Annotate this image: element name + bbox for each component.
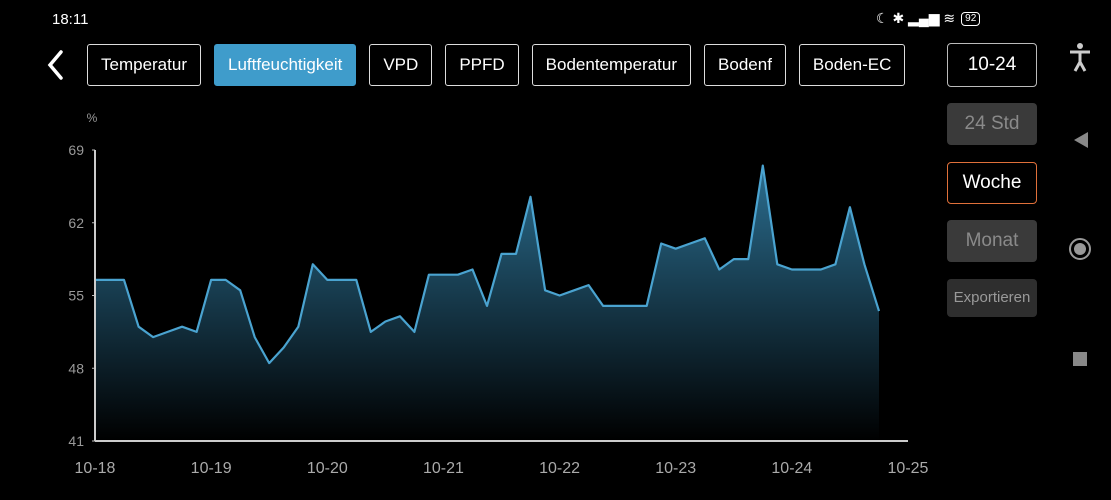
tab[interactable]: Luftfeuchtigkeit xyxy=(213,44,357,86)
chart: % 41 48 55 62 69 10-18 10-19 10-20 10-21 10-22 10-… xyxy=(68,111,929,477)
range-button[interactable]: Woche xyxy=(947,162,1037,204)
y-tick-label: 62 xyxy=(68,215,84,231)
tab[interactable]: PPFD xyxy=(445,44,519,86)
back-button[interactable] xyxy=(44,48,68,82)
status-symbols: ☾ ✱ ▂▄▆ ≋ xyxy=(876,10,956,26)
tab[interactable]: Bodentemperatur xyxy=(531,44,692,86)
x-tick-label: 10-21 xyxy=(423,460,464,477)
y-axis-label: % xyxy=(87,111,98,125)
x-tick-label: 10-19 xyxy=(191,460,232,477)
tab[interactable]: Temperatur xyxy=(87,44,201,86)
y-tick-label: 48 xyxy=(68,360,84,376)
x-tick-label: 10-18 xyxy=(75,460,116,477)
line xyxy=(95,164,881,365)
x-tick-label: 10-23 xyxy=(655,460,696,477)
date-button[interactable]: 10-24 xyxy=(947,43,1037,87)
y-tick-label: 41 xyxy=(68,433,84,449)
status-time: 18:11 xyxy=(52,11,89,28)
x-tick-label: 10-22 xyxy=(539,460,580,477)
battery: 92 xyxy=(961,11,981,26)
x-tick-label: 10-20 xyxy=(307,460,348,477)
status-icons: ☾ ✱ ▂▄▆ ≋ 92 xyxy=(876,10,981,27)
x-tick-label: 10-24 xyxy=(771,460,812,477)
range-button[interactable]: 24 Std xyxy=(947,103,1037,145)
nav-bar xyxy=(1069,43,1091,366)
tab[interactable]: Boden-EC xyxy=(798,44,906,86)
export-button[interactable]: Exportieren xyxy=(947,279,1037,317)
y-tick-label: 55 xyxy=(68,288,84,304)
tab-bar: Temperatur Luftfeuchtigkeit VPD PPFD Bodente… xyxy=(87,44,935,86)
range-button[interactable]: Monat xyxy=(947,220,1037,262)
area xyxy=(95,165,879,441)
y-tick-label: 69 xyxy=(68,142,84,158)
tab[interactable]: Bodenf xyxy=(704,44,786,86)
x-tick-label: 10-25 xyxy=(888,460,929,477)
tab[interactable]: VPD xyxy=(369,44,433,86)
